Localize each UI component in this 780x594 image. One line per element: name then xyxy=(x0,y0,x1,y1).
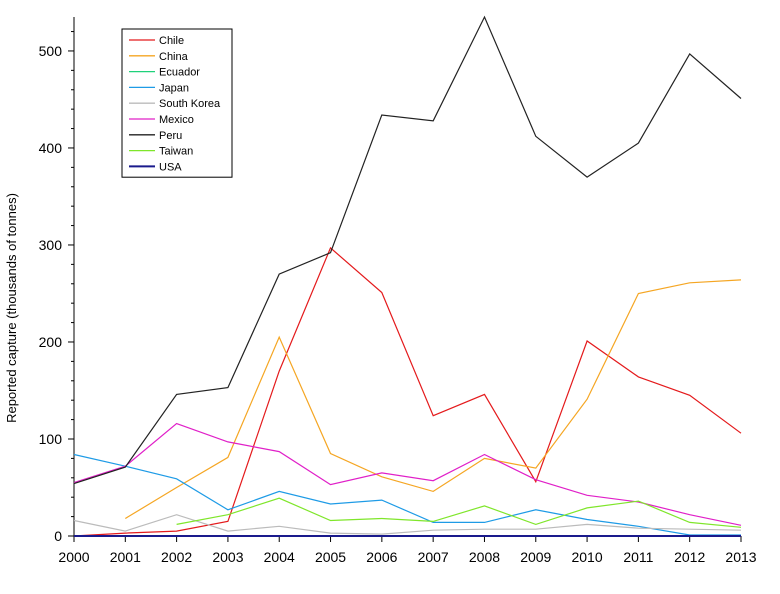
series-line-mexico xyxy=(73,422,742,526)
legend-label-taiwan: Taiwan xyxy=(159,146,193,158)
x-tick-label: 2003 xyxy=(212,549,243,565)
axes: 0 100 200 300 400 500 2000 2001 2002 2003 2004 2005… xyxy=(39,17,757,565)
legend-label-usa: USA xyxy=(159,161,182,173)
y-tick-label: 0 xyxy=(54,528,62,544)
legend-label-peru: Peru xyxy=(159,130,182,142)
y-axis-title: Reported capture (thousands of tonnes) xyxy=(4,193,19,423)
plot-area xyxy=(73,15,742,537)
x-tick-label: 2007 xyxy=(418,549,449,565)
x-tick-label: 2004 xyxy=(264,549,295,565)
series-line-japan xyxy=(73,453,741,536)
y-tick-label: 200 xyxy=(39,334,63,350)
legend-label-mexico: Mexico xyxy=(159,114,194,126)
y-tick-label: 400 xyxy=(39,140,63,156)
legend-label-south-korea: South Korea xyxy=(159,98,221,110)
x-tick-label: 2001 xyxy=(110,549,141,565)
y-tick-label: 300 xyxy=(39,237,63,253)
series-line-china xyxy=(124,279,742,520)
x-tick-label: 2013 xyxy=(725,549,756,565)
legend-label-china: China xyxy=(159,51,189,63)
legend-label-ecuador: Ecuador xyxy=(159,67,200,79)
x-tick-label: 2011 xyxy=(623,549,653,565)
y-tick-label: 500 xyxy=(39,43,63,59)
x-tick-label: 2000 xyxy=(58,549,89,565)
x-tick-label: 2008 xyxy=(469,549,500,565)
y-tick-label: 100 xyxy=(39,431,63,447)
x-tick-label: 2009 xyxy=(520,549,551,565)
x-tick-label: 2012 xyxy=(674,549,705,565)
series-line-chile xyxy=(73,246,742,537)
x-tick-label: 2010 xyxy=(571,549,602,565)
legend: Chile China Ecuador Japan South Korea Mexico P… xyxy=(121,28,233,178)
series-line-south-korea xyxy=(73,514,742,535)
x-tick-label: 2005 xyxy=(315,549,346,565)
series-line-peru xyxy=(73,15,742,485)
legend-label-japan: Japan xyxy=(159,82,189,94)
series-line-taiwan xyxy=(176,497,742,528)
legend-label-chile: Chile xyxy=(159,35,184,47)
x-tick-label: 2006 xyxy=(366,549,397,565)
x-tick-label: 2002 xyxy=(161,549,192,565)
